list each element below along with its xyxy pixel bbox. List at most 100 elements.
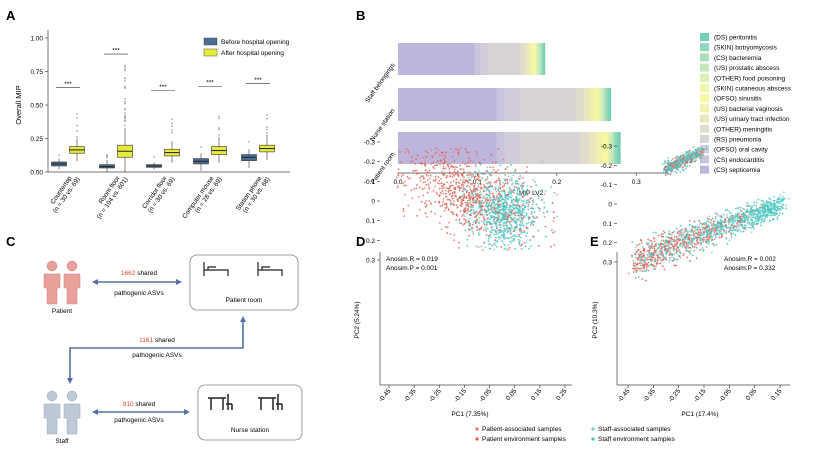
panel-e: E Anosim.R = 0.002 Anosim.P = 0.332 PC2 …	[590, 144, 790, 418]
d-point	[498, 195, 501, 198]
e-point	[714, 234, 717, 237]
e-point	[782, 191, 785, 194]
d-point	[488, 243, 490, 246]
d-point	[420, 200, 423, 203]
e-point	[671, 245, 674, 248]
d-point	[462, 224, 465, 226]
e-point	[678, 255, 681, 258]
d-point	[411, 160, 414, 163]
e-point	[685, 227, 688, 230]
b-bar-segment	[613, 132, 616, 164]
e-point	[728, 223, 730, 225]
d-point	[475, 245, 478, 248]
d-point	[403, 215, 406, 217]
d-point	[518, 243, 521, 246]
e-point	[666, 170, 668, 173]
d-point	[467, 151, 470, 154]
e-point	[685, 152, 688, 155]
d-point	[425, 155, 428, 158]
e-point	[781, 196, 784, 198]
d-point	[551, 202, 554, 205]
d-point	[511, 218, 514, 221]
e-point	[691, 254, 694, 257]
d-point	[444, 154, 446, 157]
e-point	[717, 214, 720, 217]
d-point	[468, 157, 470, 159]
d-point	[454, 186, 457, 189]
d-point	[519, 236, 522, 239]
e-point	[694, 235, 697, 238]
d-point	[466, 212, 469, 215]
e-point	[744, 226, 747, 229]
d-point	[422, 175, 424, 178]
e-point	[643, 254, 645, 257]
d-point	[510, 210, 513, 212]
b-legend-label: (OFSO) oral cavity	[714, 147, 769, 154]
d-point	[523, 230, 526, 233]
d-point	[419, 162, 422, 165]
d-point	[479, 196, 482, 199]
d-point	[520, 185, 523, 188]
e-point	[659, 248, 662, 251]
ytick-label: -0.3	[601, 144, 613, 151]
e-point	[743, 221, 746, 224]
d-point	[455, 213, 458, 216]
e-point	[751, 219, 754, 221]
e-point	[708, 240, 710, 243]
e-point	[696, 228, 699, 231]
d-point	[452, 180, 455, 183]
d-point	[541, 198, 544, 201]
a-outlier	[124, 98, 126, 100]
e-point	[677, 235, 680, 238]
e-point	[702, 236, 705, 239]
e-point	[763, 218, 766, 221]
e-point	[660, 252, 662, 255]
d-point	[515, 222, 518, 224]
d-point	[470, 228, 472, 231]
panel-d-xlabel: PC1 (7.35%)	[451, 411, 488, 418]
e-point	[680, 231, 683, 234]
panel-d-stat-r: Anosim.R = 0.019	[386, 256, 438, 263]
e-point	[721, 216, 724, 219]
e-point	[709, 232, 712, 235]
e-point	[632, 262, 635, 264]
e-point	[679, 171, 682, 173]
e-point	[736, 214, 739, 216]
e-point	[708, 218, 711, 220]
b-bar-segment	[520, 43, 526, 75]
d-point	[470, 203, 473, 206]
d-point	[476, 187, 478, 190]
b-legend-label: (SKIN) cutaneous abscess	[714, 86, 792, 93]
e-point	[757, 219, 759, 222]
panel-e-stat-p: Anosim.P = 0.332	[724, 265, 776, 272]
d-point	[455, 196, 457, 198]
e-point	[667, 159, 669, 162]
e-point	[703, 228, 706, 231]
d-point	[438, 202, 441, 204]
e-point	[663, 231, 666, 234]
d-point	[502, 181, 504, 184]
d-point	[485, 198, 488, 201]
e-point	[668, 232, 670, 235]
d-point	[450, 165, 452, 168]
e-point	[727, 226, 730, 229]
d-point	[409, 160, 412, 163]
b-legend-swatch	[700, 43, 709, 52]
e-point	[745, 217, 748, 220]
d-point	[506, 225, 509, 227]
e-point	[667, 157, 670, 159]
d-point	[452, 203, 455, 206]
d-point	[553, 216, 556, 219]
e-point	[739, 230, 742, 233]
b-bar-segment	[474, 43, 481, 75]
d-point	[464, 188, 467, 191]
e-point	[755, 213, 757, 216]
d-point	[424, 205, 427, 208]
e-point	[675, 239, 677, 242]
d-point	[473, 177, 476, 180]
d-point	[534, 181, 537, 183]
d-point	[457, 152, 460, 155]
e-point	[670, 236, 673, 239]
arrow-patient-room	[92, 279, 182, 285]
b-legend-swatch	[700, 33, 709, 41]
